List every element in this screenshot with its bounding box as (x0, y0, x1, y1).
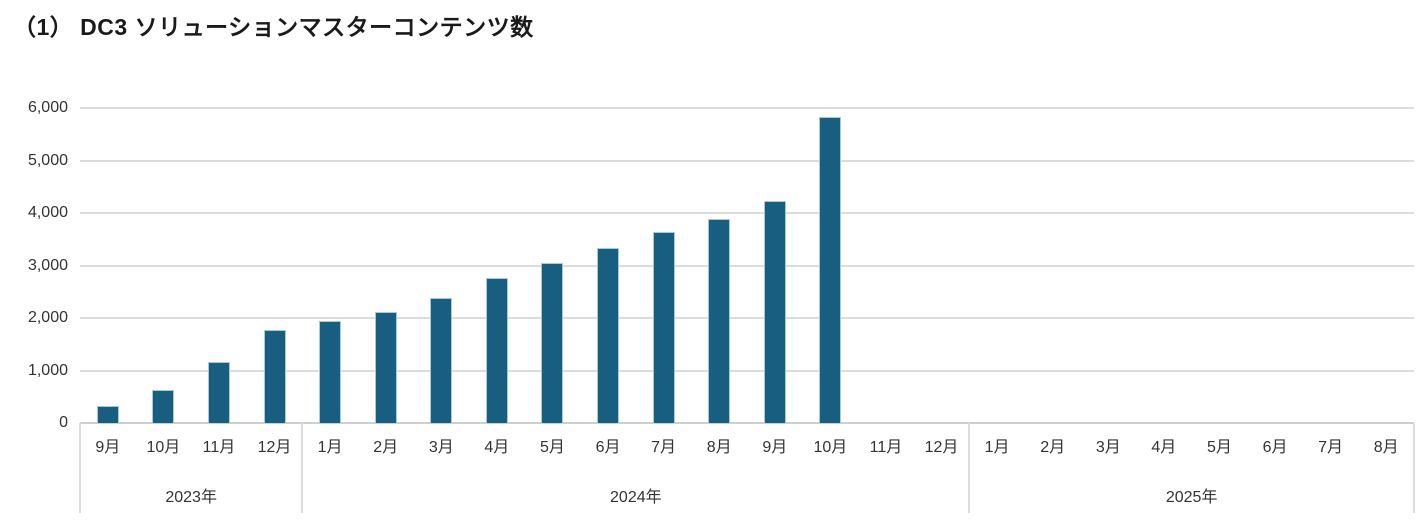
bar-2024-8月 (708, 219, 731, 423)
x-axis-year-label: 2024年 (610, 489, 662, 506)
x-axis-month-label: 1月 (317, 439, 343, 456)
x-axis-year-label: 2023年 (165, 489, 217, 506)
y-axis-tick-label: 2,000 (27, 309, 68, 326)
x-axis-month-label: 4月 (484, 439, 510, 456)
x-axis-line (80, 422, 1414, 424)
x-axis-month-label: 5月 (1206, 439, 1232, 456)
x-axis-month-label: 9月 (95, 439, 121, 456)
x-axis-month-label: 6月 (595, 439, 621, 456)
axis-divider (968, 423, 971, 513)
bar-2024-9月 (763, 201, 786, 423)
x-axis-month-label: 3月 (428, 439, 454, 456)
x-axis-month-label: 7月 (1318, 439, 1344, 456)
bar-2024-1月 (319, 321, 342, 423)
x-axis-month-label: 2月 (373, 439, 399, 456)
gridline (80, 264, 1414, 267)
x-axis-month-label: 1月 (984, 439, 1010, 456)
y-axis-tick-label: 0 (59, 414, 68, 431)
x-axis-month-label: 12月 (257, 439, 292, 456)
x-axis-month-label: 11月 (202, 439, 236, 456)
bar-2024-2月 (374, 311, 397, 423)
x-axis-month-label: 3月 (1095, 439, 1121, 456)
gridline (80, 107, 1414, 109)
axis-divider (1413, 423, 1415, 513)
gridline (80, 369, 1414, 372)
x-axis-month-label: 11月 (869, 439, 903, 456)
x-axis-year-label: 2025年 (1165, 489, 1218, 506)
axis-divider (301, 423, 304, 513)
bar-2024-10月 (819, 117, 842, 423)
x-axis-month-label: 4月 (1151, 439, 1177, 456)
x-axis-month-label: 8月 (706, 439, 732, 456)
bar-2023-9月 (96, 406, 119, 423)
axis-divider (79, 423, 81, 513)
x-axis-month-label: 2月 (1040, 439, 1066, 456)
bar-2023-12月 (263, 329, 286, 423)
y-axis-tick-label: 5,000 (27, 151, 68, 169)
y-axis-tick-label: 6,000 (27, 99, 68, 116)
x-axis-month-label: 10月 (146, 439, 181, 456)
x-axis-month-label: 7月 (651, 439, 677, 456)
bar-2024-5月 (541, 263, 564, 423)
gridline (80, 159, 1414, 162)
bar-2023-11月 (207, 362, 230, 423)
bar-2024-4月 (485, 277, 508, 423)
y-axis-tick-label: 4,000 (27, 204, 68, 221)
y-axis-tick-label: 1,000 (27, 361, 68, 379)
bar-2024-6月 (597, 248, 620, 423)
x-axis-month-label: 6月 (1262, 439, 1288, 456)
bar-2023-10月 (152, 389, 175, 423)
chart-title: （1） DC3 ソリューションマスターコンテンツ数 (13, 14, 534, 40)
x-axis-month-label: 8月 (1373, 439, 1399, 456)
gridline (80, 212, 1414, 214)
bar-2024-3月 (430, 298, 453, 423)
x-axis-month-label: 5月 (539, 439, 565, 456)
x-axis-month-label: 9月 (762, 439, 788, 456)
y-axis-tick-label: 3,000 (27, 256, 68, 274)
x-axis-month-label: 12月 (924, 439, 959, 456)
x-axis-month-label: 10月 (813, 439, 848, 456)
bar-2024-7月 (652, 231, 675, 423)
gridline (80, 317, 1414, 319)
